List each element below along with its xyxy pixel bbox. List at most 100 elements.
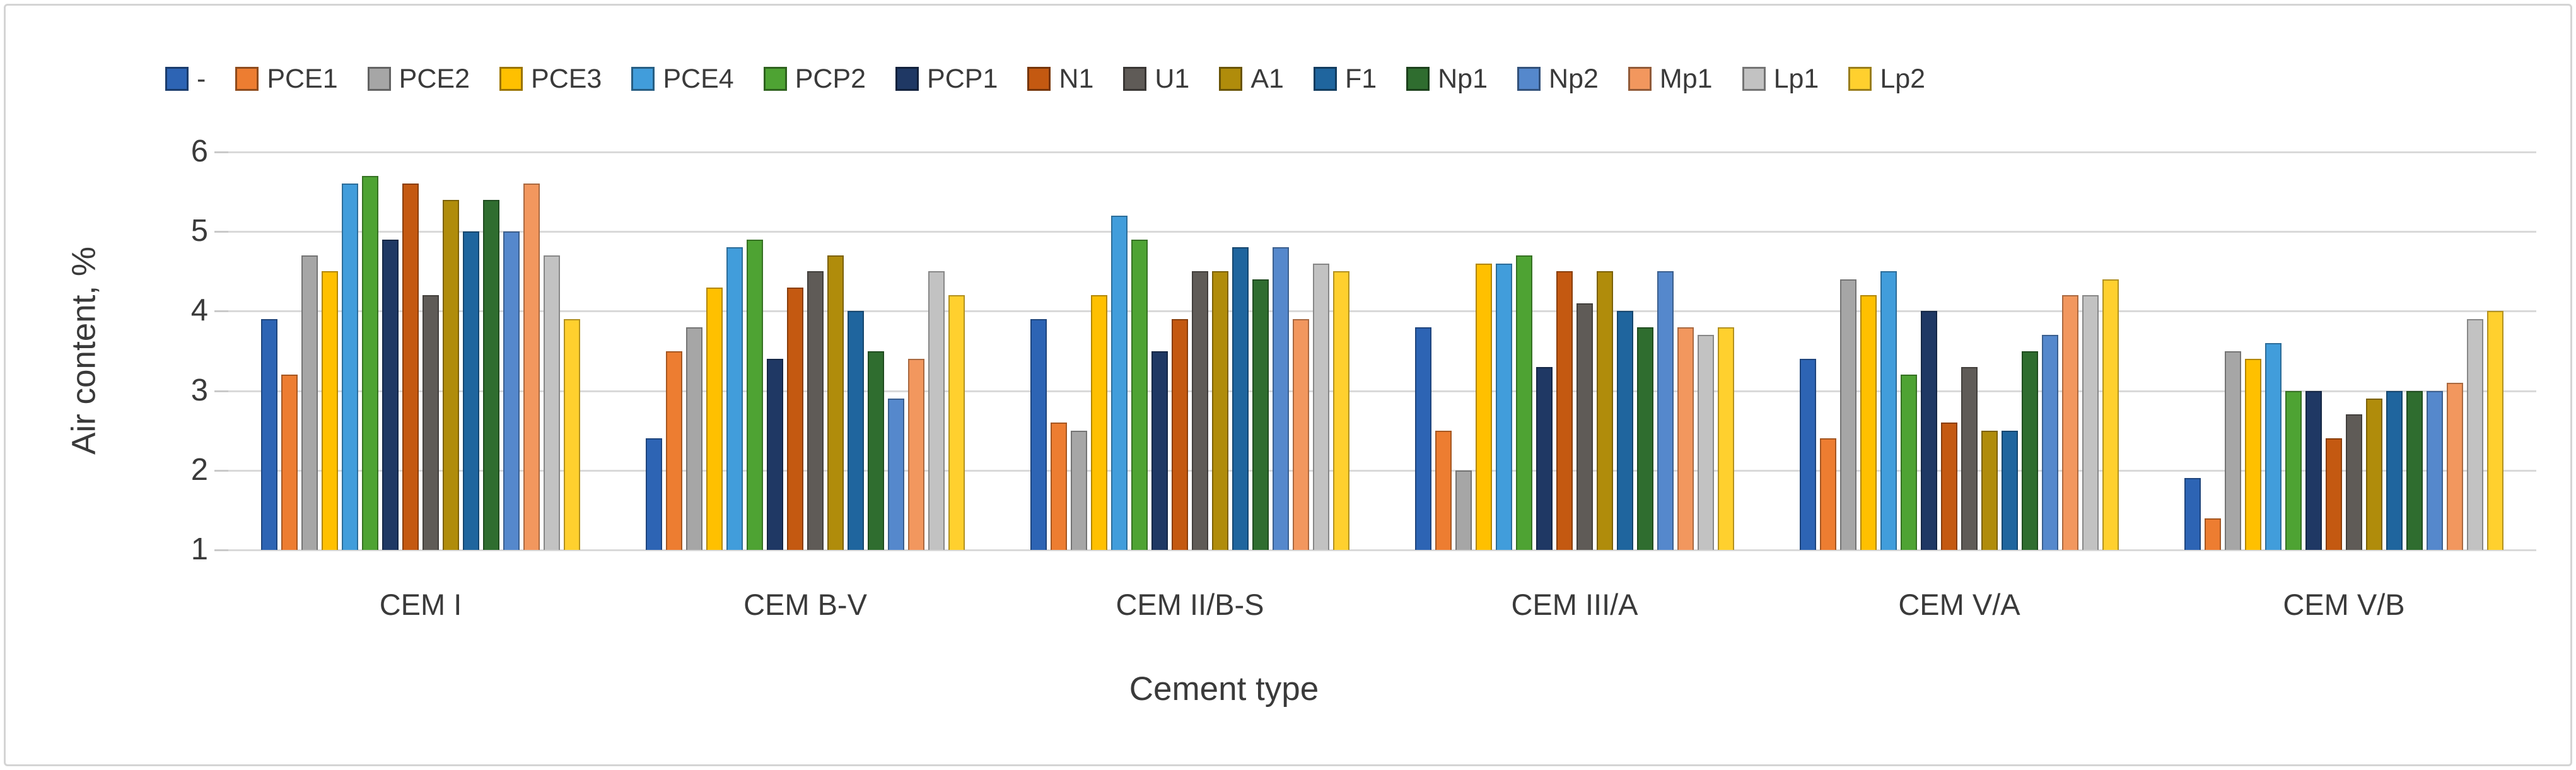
legend-label: PCP1	[927, 63, 998, 94]
category-label: CEM II/B-S	[1116, 588, 1264, 621]
legend-swatch-icon	[499, 67, 523, 91]
bar-pce4	[1880, 271, 1897, 550]
bar-f1	[2386, 390, 2403, 550]
bar-lp1	[1698, 335, 1714, 550]
legend-swatch-icon	[235, 67, 259, 91]
y-axis-tick-label: 6	[190, 134, 208, 168]
bar-pce4	[1496, 263, 1512, 550]
bar-group-cem-ii-b-s	[998, 152, 1382, 550]
bar-pce2	[2225, 351, 2241, 550]
legend-swatch-icon	[1027, 67, 1051, 91]
gridline-6	[228, 151, 2536, 153]
legend-item-pce1: PCE1	[235, 63, 338, 94]
bar-pcp2	[362, 175, 378, 550]
y-axis-tick-label: 3	[190, 373, 208, 407]
legend-item-pce4: PCE4	[631, 65, 734, 93]
bar-pce3	[1860, 295, 1877, 550]
bar-np1	[868, 351, 884, 550]
y-axis-tick-label: 5	[190, 214, 208, 248]
bar-pcp2	[2285, 390, 2302, 550]
legend-label: U1	[1155, 63, 1190, 94]
legend-swatch-icon	[631, 67, 655, 91]
bar-lp1	[928, 271, 945, 550]
bar-u1	[807, 271, 824, 550]
bar-f1	[848, 311, 864, 550]
bar-a1	[1212, 271, 1228, 550]
bar-pce3	[706, 287, 723, 550]
bar-pce1	[1051, 423, 1067, 550]
legend-swatch-icon	[1406, 67, 1430, 91]
legend-label: Lp1	[1773, 63, 1819, 94]
legend-swatch-icon	[1848, 67, 1872, 91]
legend-label: A1	[1250, 63, 1284, 94]
bar-u1	[1961, 366, 1978, 550]
bar-pce1	[1820, 438, 1836, 550]
bar-np2	[2042, 335, 2058, 550]
legend-label: PCE1	[267, 63, 338, 94]
bar-pcp1	[382, 239, 399, 550]
bar-lp1	[2467, 319, 2483, 550]
bar-np2	[1273, 247, 1289, 550]
legend-label: Lp2	[1880, 63, 1926, 94]
bar-pce4	[1111, 215, 1128, 550]
bar-n1	[1556, 271, 1573, 550]
bar-pcp2	[1901, 375, 1917, 550]
legend-item-f1: F1	[1313, 65, 1377, 93]
category-label: CEM V/A	[1898, 588, 2020, 621]
bar-none	[646, 438, 662, 550]
legend-label: PCE2	[399, 63, 470, 94]
legend-item-pce3: PCE3	[499, 65, 602, 93]
bar-n1	[2326, 438, 2342, 550]
bar-pce3	[322, 271, 338, 550]
bar-np1	[2022, 351, 2038, 550]
bar-lp1	[2082, 295, 2099, 550]
plot-area: 1 2 3 4 5 6	[191, 136, 2536, 565]
bar-u1	[1576, 303, 1593, 550]
bar-lp2	[2487, 311, 2503, 550]
bar-lp2	[948, 295, 965, 550]
bar-group-cem-v-a	[1767, 152, 2152, 550]
bar-pcp1	[1921, 311, 1937, 550]
category-label: CEM V/B	[2283, 588, 2405, 621]
bar-np1	[1252, 279, 1269, 550]
legend-swatch-icon	[1517, 67, 1541, 91]
bar-n1	[1941, 423, 1957, 550]
y-axis-tick-mark	[214, 469, 228, 472]
y-axis-tick-mark	[214, 310, 228, 313]
bar-n1	[787, 287, 803, 550]
bar-lp2	[564, 319, 580, 550]
y-axis-tick-label: 4	[190, 293, 208, 328]
legend-label: Mp1	[1659, 63, 1713, 94]
bar-pce2	[301, 255, 318, 550]
legend-swatch-icon	[1313, 67, 1337, 91]
legend-swatch-icon	[367, 67, 391, 91]
legend-label: PCP2	[795, 63, 866, 94]
bar-mp1	[1677, 327, 1694, 550]
bar-f1	[1232, 247, 1249, 550]
bar-group-cem-iii-a	[1382, 152, 1767, 550]
bar-group-cem-i	[228, 152, 613, 550]
bar-u1	[1192, 271, 1208, 550]
bar-pce1	[2205, 518, 2221, 550]
y-axis-tick-mark	[214, 231, 228, 233]
bar-lp2	[1333, 271, 1349, 550]
bar-none	[1030, 319, 1047, 550]
legend-item-pce2: PCE2	[367, 63, 470, 94]
legend-swatch-icon	[1123, 67, 1147, 91]
legend-swatch-icon	[895, 67, 919, 91]
legend-swatch-icon	[165, 67, 189, 91]
bar-pcp2	[1516, 255, 1532, 550]
bar-pce3	[1091, 295, 1107, 550]
bar-n1	[1172, 319, 1188, 550]
bar-pce1	[1435, 430, 1452, 550]
category-label: CEM III/A	[1511, 588, 1638, 621]
bar-np2	[2427, 390, 2443, 550]
legend-item-a1: A1	[1219, 63, 1284, 94]
legend-label: N1	[1059, 63, 1094, 94]
gridline-4	[228, 310, 2536, 313]
bar-f1	[1617, 311, 1633, 550]
bar-f1	[463, 231, 479, 550]
category-label: CEM I	[379, 588, 462, 621]
legend-swatch-icon	[1628, 67, 1652, 91]
